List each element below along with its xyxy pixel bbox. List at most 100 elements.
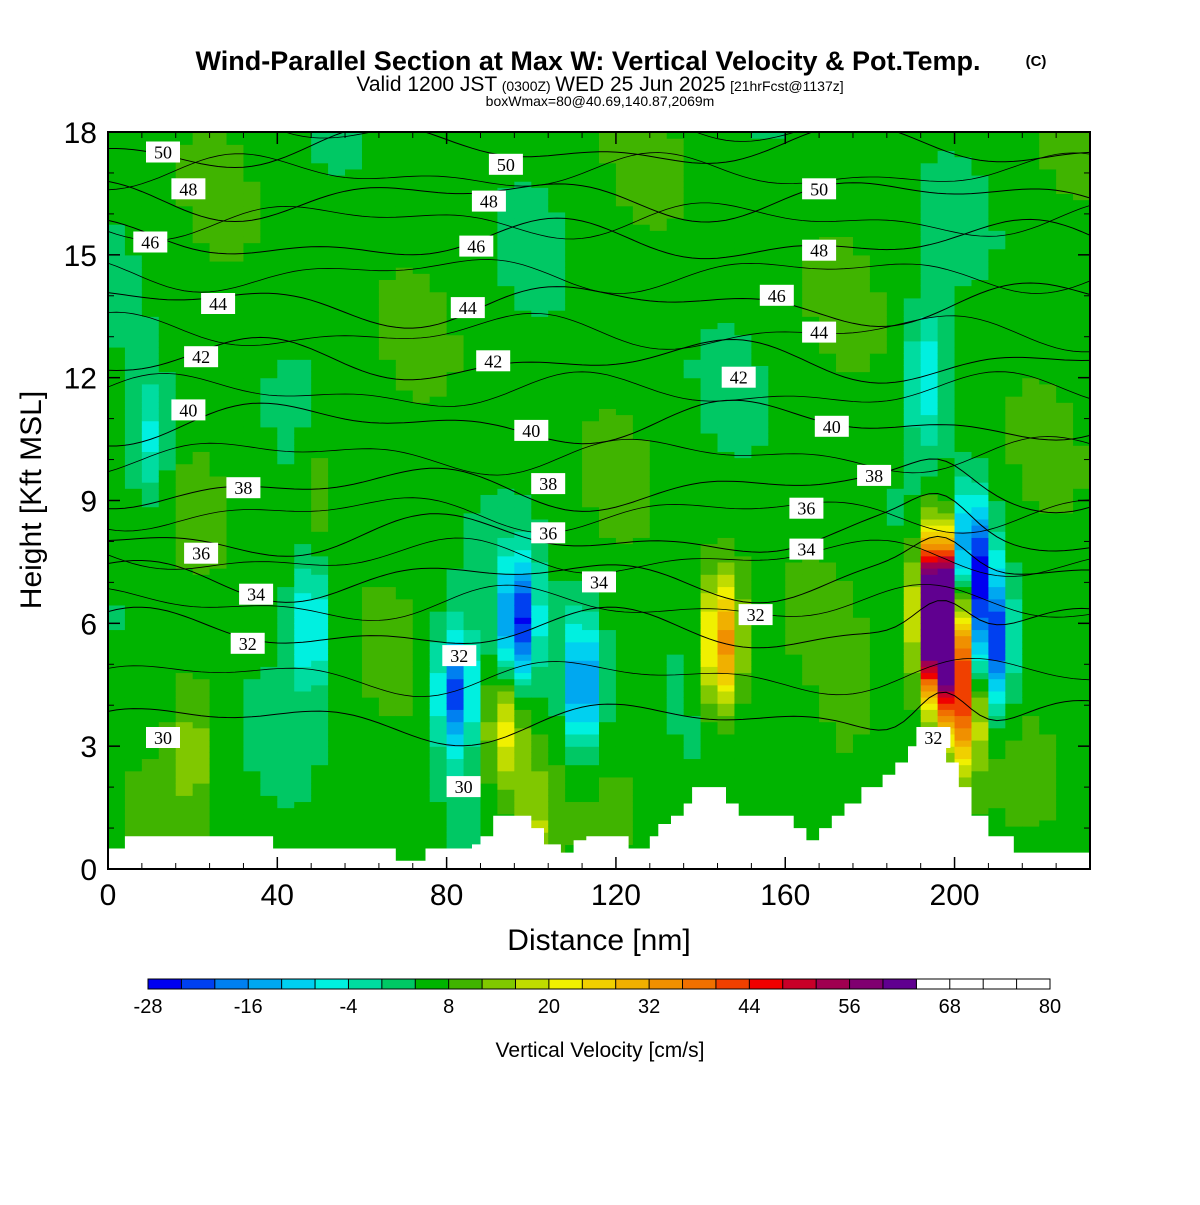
velocity-cell (751, 217, 769, 225)
velocity-cell (717, 414, 736, 422)
velocity-cell (395, 598, 414, 606)
velocity-cell (192, 764, 211, 772)
velocity-cell (378, 279, 397, 287)
velocity-cell (717, 322, 736, 330)
velocity-cell (785, 672, 803, 680)
velocity-cell (802, 783, 820, 790)
velocity-cell (395, 654, 414, 661)
velocity-cell (108, 727, 126, 735)
velocity-cell (666, 500, 685, 508)
velocity-cell (361, 482, 380, 489)
velocity-cell (666, 205, 685, 213)
velocity-cell (361, 193, 380, 201)
velocity-cell (345, 574, 363, 581)
velocity-cell (328, 697, 346, 704)
velocity-cell (599, 703, 617, 710)
velocity-cell (412, 445, 431, 452)
velocity-cell (412, 623, 431, 631)
velocity-cell (514, 377, 532, 385)
velocity-cell (480, 574, 499, 581)
velocity-cell (108, 138, 126, 145)
velocity-cell (395, 752, 414, 760)
velocity-cell (700, 291, 719, 299)
velocity-cell (717, 199, 736, 207)
velocity-cell (514, 475, 532, 483)
velocity-cell (158, 334, 177, 342)
velocity-cell (582, 279, 600, 287)
velocity-cell (361, 703, 380, 710)
velocity-cell (141, 813, 160, 821)
velocity-cell (378, 758, 397, 766)
velocity-cell (209, 611, 228, 618)
velocity-cell (158, 672, 177, 680)
velocity-cell (802, 469, 820, 477)
velocity-cell (548, 740, 566, 747)
velocity-cell (599, 783, 617, 790)
velocity-cell (158, 383, 177, 391)
velocity-cell (294, 512, 312, 520)
velocity-cell (378, 783, 397, 790)
velocity-cell (666, 254, 685, 262)
velocity-cell (226, 365, 245, 373)
velocity-cell (548, 500, 566, 508)
velocity-cell (328, 402, 346, 409)
velocity-cell (108, 629, 126, 637)
velocity-cell (599, 205, 617, 213)
velocity-cell (141, 181, 160, 188)
velocity-cell (548, 334, 566, 342)
velocity-cell (768, 463, 786, 471)
velocity-cell (311, 506, 329, 514)
velocity-cell (361, 162, 380, 170)
velocity-cell (158, 420, 177, 428)
velocity-cell (565, 617, 583, 624)
velocity-cell (463, 586, 482, 594)
velocity-cell (700, 420, 719, 428)
velocity-cell (429, 776, 448, 784)
velocity-cell (768, 678, 786, 686)
velocity-cell (700, 402, 719, 409)
velocity-cell (311, 150, 329, 158)
velocity-cell (497, 488, 515, 495)
velocity-cell (175, 322, 194, 330)
velocity-cell (192, 684, 211, 692)
velocity-cell (700, 426, 719, 434)
velocity-cell (666, 635, 685, 643)
velocity-cell (277, 236, 295, 244)
velocity-cell (599, 303, 617, 311)
velocity-cell (531, 168, 549, 176)
velocity-cell (446, 727, 465, 735)
velocity-cell (429, 482, 448, 489)
velocity-cell (649, 260, 668, 268)
velocity-cell (243, 297, 261, 305)
velocity-cell (700, 383, 719, 391)
velocity-cell (192, 138, 211, 145)
velocity-cell (446, 604, 465, 612)
velocity-cell (632, 801, 651, 809)
velocity-cell (531, 365, 549, 373)
velocity-cell (531, 666, 549, 674)
velocity-cell (717, 316, 736, 323)
velocity-cell (311, 703, 329, 710)
velocity-cell (531, 813, 549, 821)
velocity-cell (548, 764, 566, 772)
velocity-cell (497, 445, 515, 452)
velocity-cell (158, 697, 177, 704)
velocity-cell (361, 420, 380, 428)
velocity-cell (768, 420, 786, 428)
velocity-cell (361, 199, 380, 207)
velocity-cell (243, 795, 261, 803)
velocity-cell (429, 389, 448, 397)
velocity-cell (565, 439, 583, 446)
velocity-cell (141, 273, 160, 280)
velocity-cell (599, 826, 617, 833)
velocity-cell (158, 132, 177, 139)
velocity-cell (615, 224, 634, 231)
velocity-cell (294, 617, 312, 624)
velocity-cell (531, 819, 549, 827)
velocity-cell (649, 359, 668, 366)
velocity-cell (429, 500, 448, 508)
velocity-cell (802, 746, 820, 753)
velocity-cell (378, 629, 397, 637)
velocity-cell (683, 697, 702, 704)
velocity-cell (531, 740, 549, 747)
